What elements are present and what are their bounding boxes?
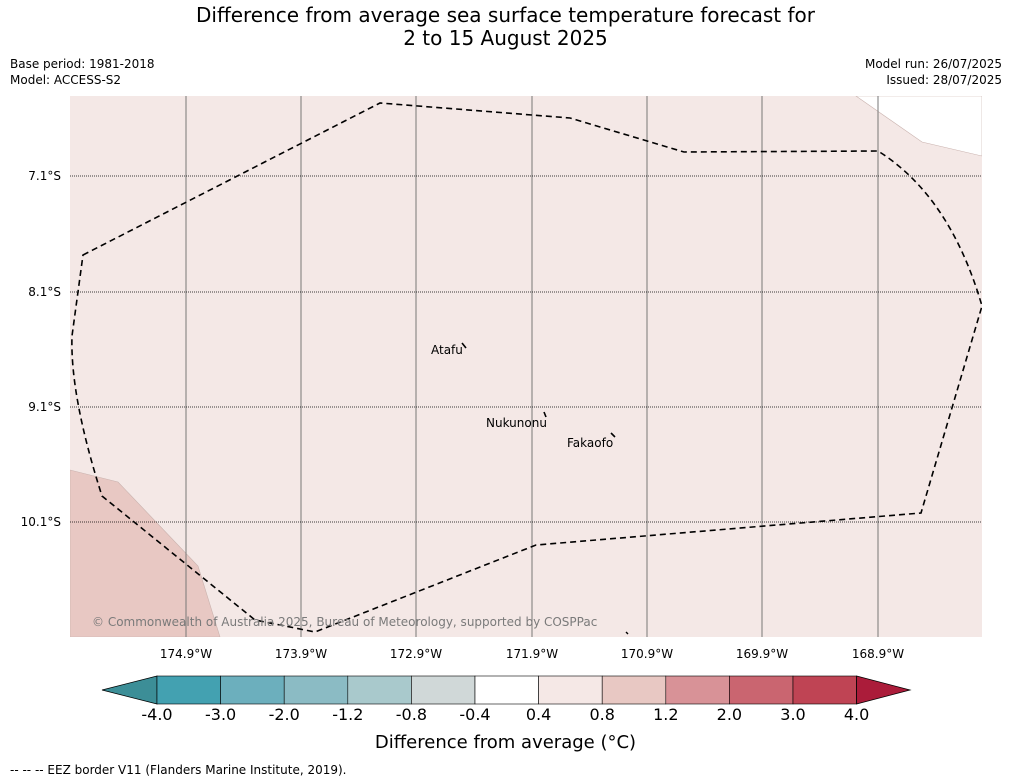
colorbar-tick-label: -0.8 [395, 705, 427, 724]
issued-date: Issued: 28/07/2025 [886, 73, 1002, 87]
colorbar-swatch [156, 675, 221, 705]
colorbar-tick-label: -4.0 [141, 705, 173, 724]
model-run: Model run: 26/07/2025 [864, 57, 1002, 71]
small-island [625, 631, 629, 635]
lon-label-170-9: 170.9°W [620, 647, 674, 661]
lon-label-172-9: 172.9°W [389, 647, 443, 661]
base-period: Base period: 1981-2018 [10, 57, 155, 71]
lon-label-173-9: 173.9°W [274, 647, 328, 661]
colorbar-swatch [792, 675, 857, 705]
colorbar-swatch [220, 675, 285, 705]
nukunonu-atoll [543, 411, 547, 418]
warm-anomaly-patch [70, 469, 221, 637]
eez-legend-note: -- -- -- EEZ border V11 (Flanders Marine… [10, 763, 347, 777]
title-line-1: Difference from average sea surface temp… [195, 3, 815, 27]
colorbar-tick-label: -0.4 [459, 705, 491, 724]
colorbar-swatch [347, 675, 412, 705]
lon-label-174-9: 174.9°W [159, 647, 213, 661]
colorbar-tick-label: 0.4 [525, 705, 552, 724]
colorbar-tick-label: 2.0 [716, 705, 743, 724]
lon-label-171-9: 171.9°W [505, 647, 559, 661]
colorbar-tick-label: 0.8 [589, 705, 615, 724]
map-void-corner [855, 96, 982, 157]
colorbar-tick-label: -3.0 [204, 705, 237, 724]
colorbar-swatch [601, 675, 667, 705]
colorbar-extend-high [856, 675, 912, 705]
colorbar [101, 675, 912, 705]
lon-label-168-9: 168.9°W [851, 647, 905, 661]
colorbar-tick-label: -1.2 [332, 705, 364, 724]
lat-label-8-1: 8.1°S [28, 285, 61, 299]
colorbar-swatch [411, 675, 476, 705]
fakaofo-atoll [610, 432, 616, 438]
map-panel [70, 96, 982, 637]
map-background [70, 96, 982, 637]
colorbar-swatch [665, 675, 730, 705]
place-nukunonu: Nukunonu [486, 416, 547, 430]
model-name: Model: ACCESS-S2 [10, 73, 122, 87]
lat-label-7-1: 7.1°S [28, 169, 61, 183]
colorbar-extend-low [101, 675, 158, 705]
colorbar-tick-label: -2.0 [268, 705, 300, 724]
colorbar-swatch [538, 675, 603, 705]
chart-title: Difference from average sea surface temp… [0, 4, 1011, 50]
colorbar-swatch [283, 675, 349, 705]
meta-right: Model run: 26/07/2025 Issued: 28/07/2025 [865, 56, 1002, 88]
colorbar-tick-label: 1.2 [653, 705, 679, 724]
place-fakaofo: Fakaofo [567, 436, 614, 450]
meta-left: Base period: 1981-2018 Model: ACCESS-S2 [10, 56, 155, 88]
colorbar-swatch [729, 675, 794, 705]
lon-label-169-9: 169.9°W [735, 647, 789, 661]
colorbar-tick-label: 3.0 [780, 705, 806, 724]
title-line-2: 2 to 15 August 2025 [403, 26, 608, 50]
eez-border [71, 102, 982, 633]
atafu-atoll [461, 342, 467, 349]
colorbar-swatch [474, 675, 539, 705]
parallels [70, 175, 982, 523]
colorbar-label: Difference from average (°C) [374, 732, 637, 753]
copyright-notice: © Commonwealth of Australia 2025, Bureau… [92, 615, 598, 629]
colorbar-tick-label: 4.0 [843, 705, 870, 724]
lat-label-9-1: 9.1°S [28, 400, 61, 414]
place-atafu: Atafu [431, 343, 463, 357]
meridians [185, 96, 879, 637]
lat-label-10-1: 10.1°S [20, 515, 61, 529]
